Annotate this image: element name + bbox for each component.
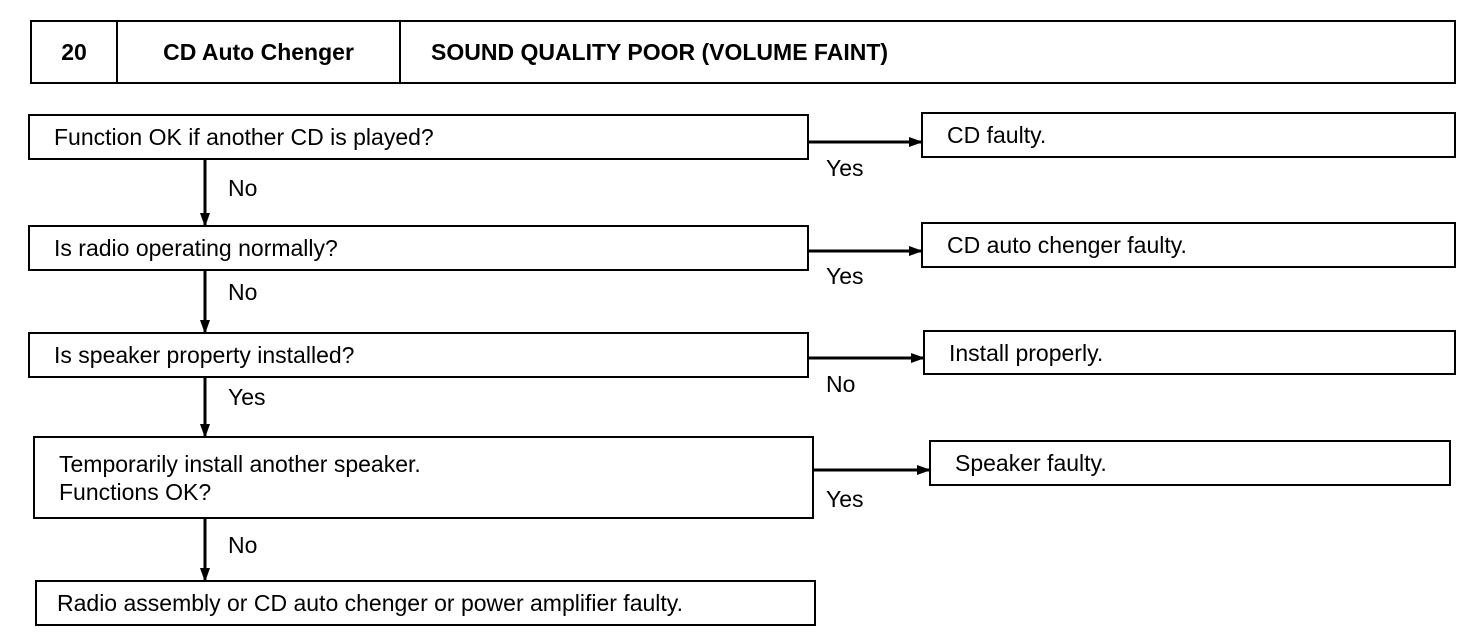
result-box-3: Install properly. bbox=[923, 330, 1456, 375]
side-label-4: Yes bbox=[826, 486, 864, 512]
result-text: CD faulty. bbox=[947, 122, 1047, 148]
question-text: Function OK if another CD is played? bbox=[54, 124, 434, 150]
result-text: Speaker faulty. bbox=[955, 450, 1107, 476]
question-box-2: Is radio operating normally? bbox=[28, 225, 809, 271]
question-text-line-2: Functions OK? bbox=[59, 478, 212, 505]
final-result-text: Radio assembly or CD auto chenger or pow… bbox=[57, 590, 683, 616]
header-title: SOUND QUALITY POOR (VOLUME FAINT) bbox=[431, 38, 889, 65]
header: 20 CD Auto Chenger SOUND QUALITY POOR (V… bbox=[30, 20, 1456, 84]
header-system: CD Auto Chenger bbox=[118, 22, 401, 82]
question-box-1: Function OK if another CD is played? bbox=[28, 114, 809, 160]
down-label-4: No bbox=[228, 532, 258, 558]
side-label-1: Yes bbox=[826, 155, 864, 181]
header-number: 20 bbox=[32, 22, 118, 82]
side-label-3: No bbox=[826, 371, 856, 397]
result-box-4: Speaker faulty. bbox=[929, 440, 1451, 486]
final-result-box: Radio assembly or CD auto chenger or pow… bbox=[35, 580, 816, 626]
result-box-1: CD faulty. bbox=[921, 112, 1456, 158]
question-box-4: Temporarily install another speaker. Func… bbox=[33, 436, 814, 519]
question-text-line-1: Temporarily install another speaker. bbox=[59, 450, 421, 477]
question-text: Is speaker property installed? bbox=[54, 342, 355, 368]
down-label-3: Yes bbox=[228, 384, 266, 410]
result-text: Install properly. bbox=[949, 339, 1104, 366]
result-text: CD auto chenger faulty. bbox=[947, 232, 1187, 258]
down-label-2: No bbox=[228, 279, 258, 305]
question-text: Is radio operating normally? bbox=[54, 235, 338, 261]
question-box-3: Is speaker property installed? bbox=[28, 332, 809, 378]
result-box-2: CD auto chenger faulty. bbox=[921, 222, 1456, 268]
down-label-1: No bbox=[228, 175, 258, 201]
side-label-2: Yes bbox=[826, 263, 864, 289]
